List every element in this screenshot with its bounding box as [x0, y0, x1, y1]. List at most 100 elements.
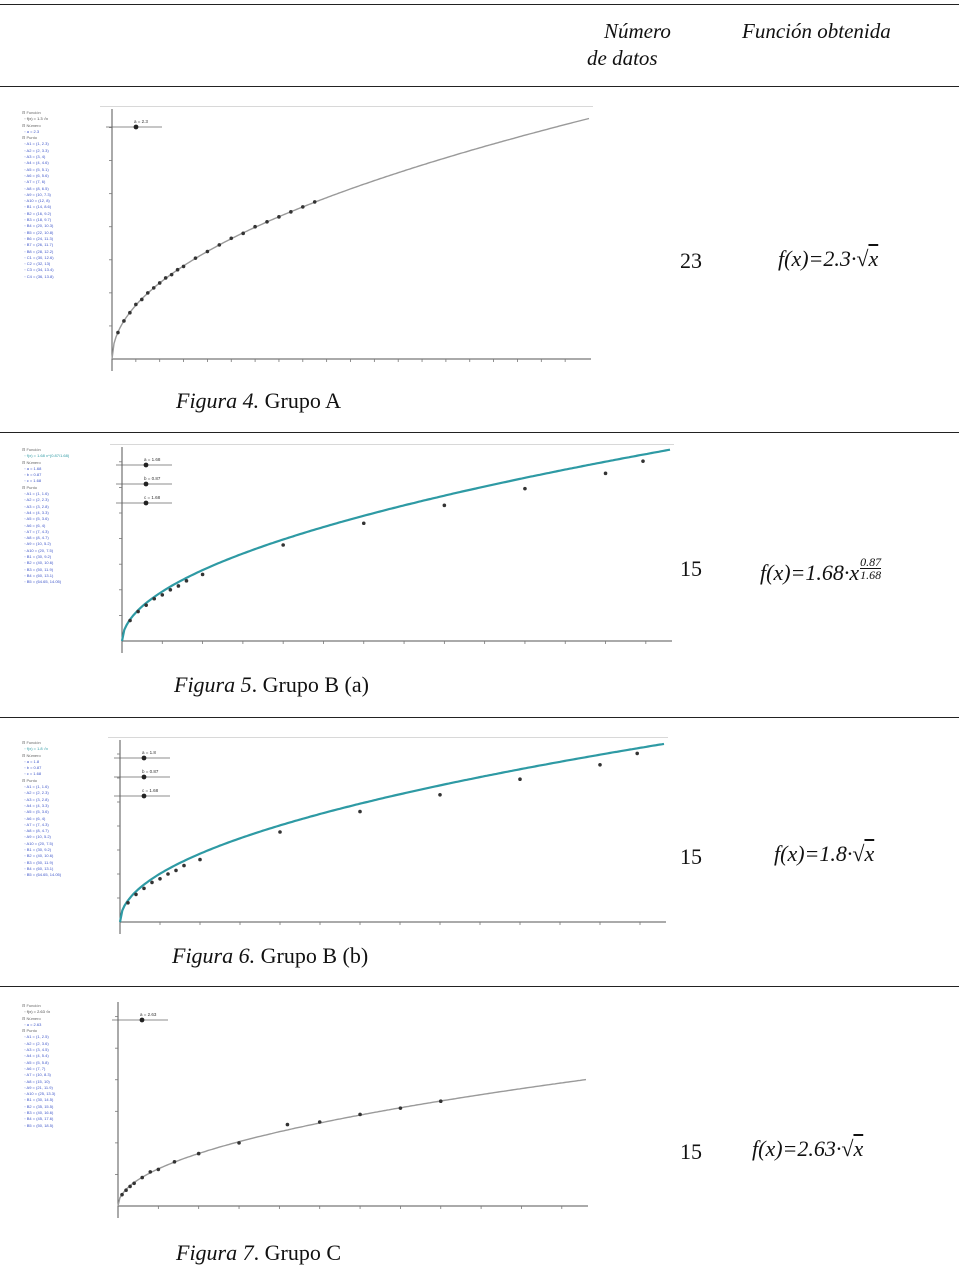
algebra-line: ◦ B5 = (64.65, 14.05)	[22, 872, 62, 878]
algebra-line: ◦ A3 = (3, 4)	[22, 154, 46, 160]
algebra-line: ⊟ Punto	[22, 1028, 37, 1034]
data-point	[157, 281, 162, 285]
slider-label: a = 2.3	[134, 119, 148, 124]
algebra-line: ◦ A8 = (15, 10)	[22, 1078, 50, 1084]
data-point	[128, 618, 132, 623]
data-point	[128, 1184, 132, 1189]
algebra-line: ◦ B5 = (50, 18.5)	[22, 1122, 54, 1128]
algebra-line: ◦ C3 = (34, 13.4)	[22, 267, 54, 273]
data-point	[181, 264, 186, 269]
row-separator	[0, 717, 959, 718]
data-point	[166, 872, 170, 876]
algebra-line: ◦ A10 = (25, 13.3)	[22, 1091, 56, 1097]
graphics-view: a = 1.8 b = 0.87 c = 1.68	[108, 737, 668, 938]
algebra-line: ◦ A5 = (5, 5.1)	[22, 166, 49, 172]
algebra-line: ◦ A9 = (10, 5.2)	[22, 834, 51, 840]
algebra-line: ◦ A4 = (4, 3.3)	[22, 802, 49, 808]
row-separator	[0, 432, 959, 433]
geogebra-screenshot: ⊟ Función ◦ f(x) = 1.3 √x ⊟ Número ◦ a = …	[18, 106, 593, 374]
header-count-line2: de datos	[587, 46, 658, 70]
data-point	[152, 596, 157, 601]
data-point	[184, 579, 189, 583]
algebra-line: ◦ A4 = (4, 5.4)	[22, 1053, 49, 1059]
algebra-line: ◦ B3 = (50, 11.9)	[22, 566, 54, 572]
sqrt-symbol: √	[856, 246, 869, 271]
algebra-line: ◦ B3 = (18, 9.7)	[22, 217, 52, 223]
graphics-view: a = 2.3	[100, 106, 593, 375]
algebra-line: ◦ A1 = (1, 2.5)	[22, 1034, 49, 1040]
caption-label: Figura 7	[176, 1240, 254, 1265]
algebra-view: ⊟ Función ◦ f(x) = 1.3 √x ⊟ Número ◦ a = …	[22, 110, 54, 280]
algebra-line: ◦ f(x) = 1.3 √x	[22, 116, 48, 122]
algebra-line: ◦ A8 = (8, 4.7)	[22, 828, 49, 834]
algebra-line: ◦ A6 = (6, 4)	[22, 522, 46, 528]
algebra-line: ◦ A9 = (21, 11.9)	[22, 1084, 53, 1090]
algebra-line: ◦ B1 = (30, 9.2)	[22, 847, 52, 853]
slider-knob	[141, 774, 147, 780]
obtained-function: f(x)=2.3·√x	[778, 246, 878, 272]
algebra-line: ◦ B2 = (40, 10.6)	[22, 853, 54, 859]
function-radicand: x	[853, 1136, 864, 1161]
data-point	[142, 886, 146, 891]
data-point	[253, 224, 257, 229]
algebra-line: ◦ B6 = (24, 11.3)	[22, 235, 54, 241]
row-separator	[0, 986, 959, 987]
algebra-line: ◦ A1 = (1, 2.3)	[22, 141, 49, 147]
data-point	[200, 572, 205, 577]
fit-curve	[117, 1078, 587, 1207]
geogebra-screenshot: ⊟ Función ◦ f(x) = 2.63 √x ⊟ Número ◦ a =…	[18, 1000, 590, 1222]
algebra-line: ◦ A5 = (5, 3.6)	[22, 809, 49, 815]
data-point	[285, 1122, 290, 1127]
table-top-rule	[0, 4, 959, 5]
algebra-line: ◦ B4 = (60, 13.1)	[22, 572, 54, 578]
algebra-line: ◦ A1 = (1, 1.6)	[22, 491, 49, 497]
caption-label: Figura 4.	[176, 388, 260, 413]
data-point	[134, 302, 138, 307]
data-point	[265, 219, 269, 224]
caption-text: Grupo B (b)	[260, 943, 369, 968]
algebra-line: ◦ f(x) = 1.8 √x	[22, 746, 48, 752]
data-count: 23	[680, 248, 702, 273]
algebra-line: ◦ B2 = (35, 15.5)	[22, 1103, 54, 1109]
data-point	[281, 543, 285, 547]
data-point	[301, 205, 305, 209]
algebra-line: ◦ A8 = (8, 6.5)	[22, 185, 49, 191]
slider-knob	[133, 124, 139, 130]
data-point	[140, 1175, 145, 1180]
data-point	[317, 1120, 322, 1124]
data-point	[438, 793, 442, 797]
data-count: 15	[680, 556, 702, 581]
data-point	[148, 1170, 153, 1174]
algebra-line: ◦ B1 = (14, 8.6)	[22, 204, 52, 210]
algebra-line: ◦ b = 0.87	[22, 472, 42, 478]
algebra-line: ◦ A6 = (6, 5.6)	[22, 172, 49, 178]
slider-knob	[139, 1017, 145, 1023]
data-point	[198, 857, 202, 862]
slider-knob	[143, 462, 149, 468]
algebra-line: ◦ B7 = (26, 11.7)	[22, 242, 54, 248]
algebra-line: ◦ C4 = (36, 13.8)	[22, 273, 54, 279]
algebra-line: ◦ A2 = (2, 3.6)	[22, 1040, 49, 1046]
sqrt-symbol: √	[841, 1136, 854, 1161]
data-point	[635, 751, 639, 756]
algebra-line: ◦ A9 = (10, 7.3)	[22, 191, 51, 197]
data-point	[518, 777, 522, 781]
data-point	[124, 1188, 128, 1193]
algebra-line: ◦ c = 1.68	[22, 771, 42, 777]
fit-curve	[120, 448, 671, 642]
algebra-line: ◦ A9 = (10, 5.2)	[22, 541, 51, 547]
data-point	[278, 830, 282, 834]
data-point	[205, 249, 210, 254]
data-point	[193, 256, 198, 260]
data-point	[140, 297, 144, 302]
algebra-line: ⊟ Número	[22, 459, 41, 465]
graphics-view: a = 2.63	[106, 1000, 590, 1222]
data-point	[229, 236, 234, 241]
algebra-line: ◦ B4 = (45, 17.6)	[22, 1116, 54, 1122]
algebra-line: ◦ A10 = (20, 7.5)	[22, 840, 54, 846]
data-point	[150, 880, 154, 885]
data-point	[144, 603, 148, 607]
algebra-line: ⊟ Función	[22, 447, 41, 452]
algebra-line: ◦ B5 = (64.65, 14.05)	[22, 579, 62, 585]
algebra-line: ◦ A2 = (2, 2.3)	[22, 497, 49, 503]
